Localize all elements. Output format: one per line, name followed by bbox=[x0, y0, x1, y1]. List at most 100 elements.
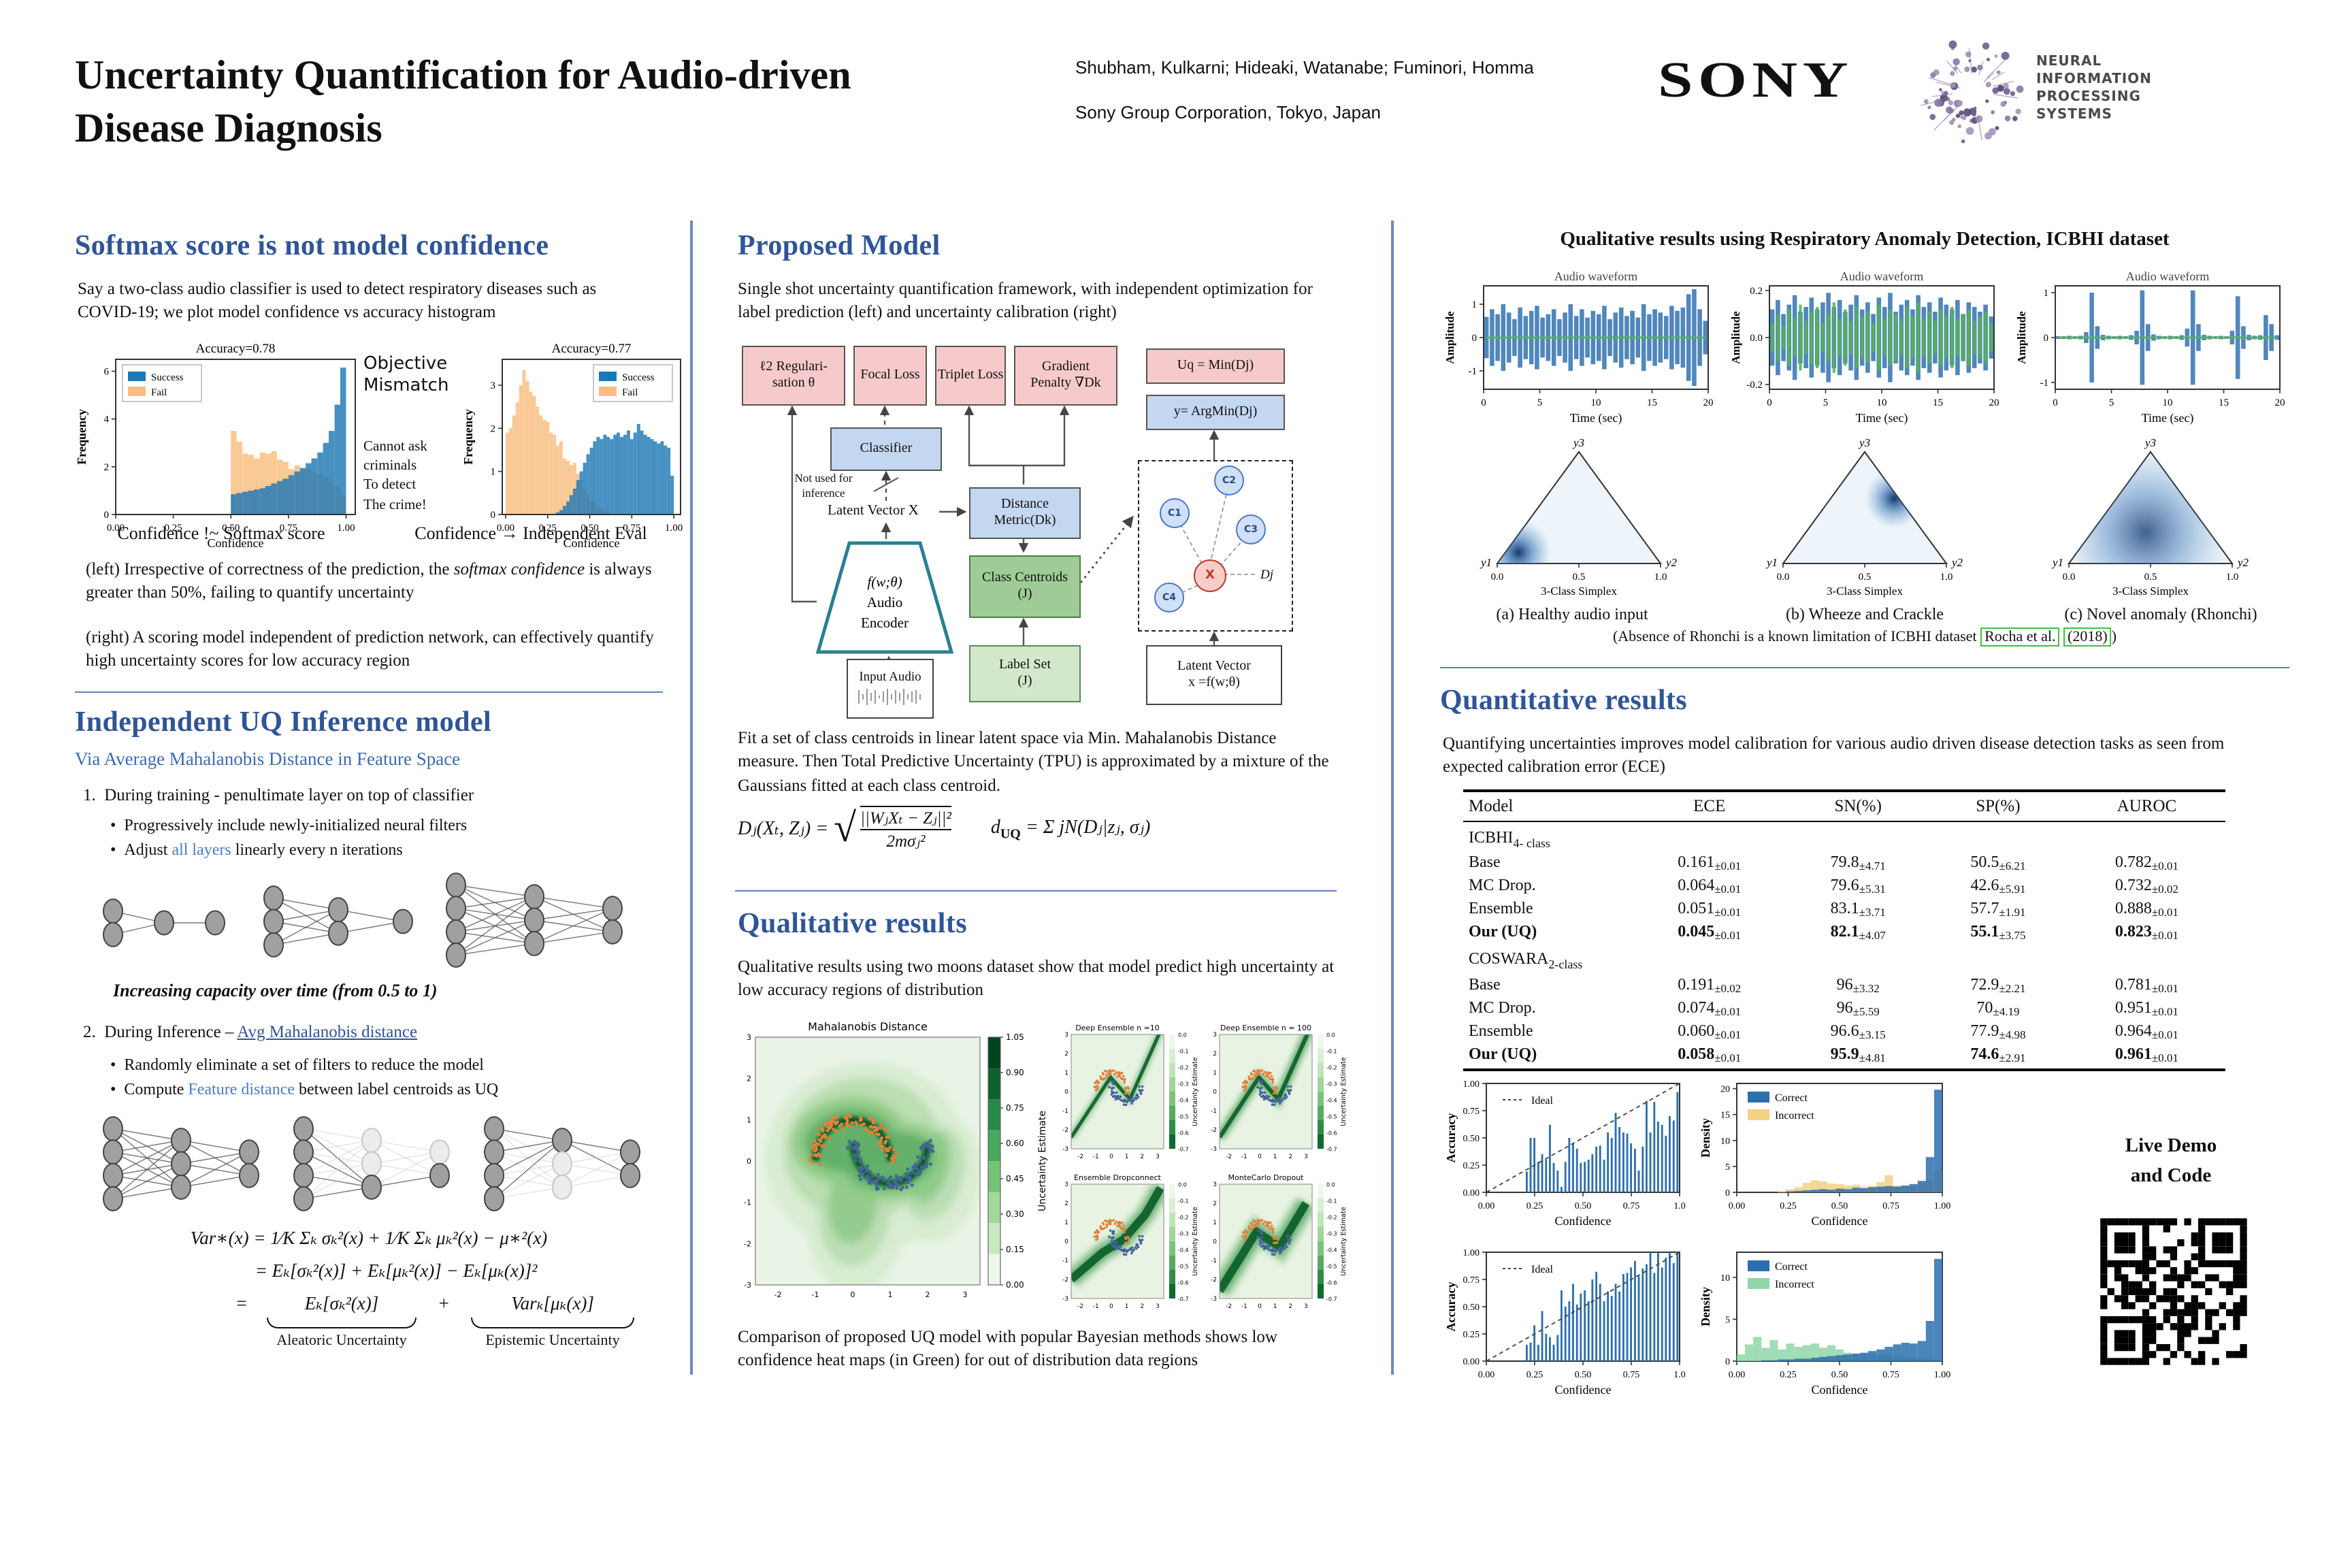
montecarlo-dropout-plot: -2 -1 0 1 2 3 3 2 1 0 -1 -2 -3 MonteCarlo Dropout 0.0 -… bbox=[1205, 1171, 1348, 1323]
svg-text:0: 0 bbox=[1472, 333, 1477, 344]
simplex-healthy: y3 y1 y2 0.0 0.5 1.0 3-Class Simplex bbox=[1443, 433, 1715, 610]
svg-text:Accuracy: Accuracy bbox=[1444, 1113, 1458, 1163]
svg-text:0: 0 bbox=[1213, 1239, 1217, 1245]
network-diagram-medium bbox=[263, 885, 413, 958]
svg-text:0.0: 0.0 bbox=[1178, 1032, 1187, 1039]
svg-text:Accuracy=0.78: Accuracy=0.78 bbox=[196, 342, 276, 356]
svg-text:-0.1: -0.1 bbox=[1178, 1198, 1189, 1205]
svg-text:0.00: 0.00 bbox=[497, 523, 514, 534]
svg-text:0: 0 bbox=[491, 510, 496, 521]
box-gradient-penalty: Gradient Penalty ∇Dk bbox=[1014, 346, 1117, 406]
svg-text:1: 1 bbox=[1273, 1154, 1277, 1160]
svg-text:3: 3 bbox=[1064, 1181, 1068, 1188]
svg-text:Density: Density bbox=[1699, 1287, 1712, 1326]
box-classifier: Classifier bbox=[830, 427, 942, 471]
svg-text:2: 2 bbox=[747, 1075, 751, 1083]
svg-text:10: 10 bbox=[1720, 1273, 1730, 1284]
svg-text:0: 0 bbox=[2053, 397, 2058, 408]
authors-block: Shubham, Kulkarni; Hideaki, Watanabe; Fu… bbox=[1075, 57, 1647, 122]
svg-text:Time (sec): Time (sec) bbox=[1570, 411, 1622, 425]
svg-text:-2: -2 bbox=[774, 1290, 782, 1299]
svg-text:1: 1 bbox=[1064, 1220, 1068, 1226]
svg-text:-3: -3 bbox=[1062, 1296, 1068, 1303]
svg-text:Ideal: Ideal bbox=[1531, 1264, 1554, 1275]
box-uq-min: Uq = Min(Dj) bbox=[1146, 348, 1285, 384]
svg-text:Accuracy=0.77: Accuracy=0.77 bbox=[552, 342, 632, 356]
svg-text:-0.2: -0.2 bbox=[1178, 1065, 1189, 1071]
svg-text:Time (sec): Time (sec) bbox=[1856, 411, 1908, 425]
networks-caption: Increasing capacity over time (from 0.5 … bbox=[113, 980, 438, 1000]
svg-text:y1: y1 bbox=[1765, 556, 1778, 569]
svg-text:0: 0 bbox=[104, 510, 110, 521]
svg-text:5: 5 bbox=[1537, 397, 1543, 408]
results-table: Model ECE SN(%) SP(%) AUROC ICBHI4- class Base… bbox=[1463, 789, 2225, 1071]
svg-text:y2: y2 bbox=[1950, 556, 1963, 569]
svg-text:1: 1 bbox=[1213, 1220, 1217, 1226]
svg-text:0: 0 bbox=[2044, 333, 2049, 344]
svg-text:-0.2: -0.2 bbox=[1178, 1215, 1189, 1221]
svg-text:0.50: 0.50 bbox=[1575, 1201, 1592, 1211]
list-item-2: 2. During Inference – Avg Mahalanobis di… bbox=[83, 1022, 418, 1041]
svg-text:Uncertainty Estimate: Uncertainty Estimate bbox=[1192, 1057, 1199, 1126]
svg-text:INFORMATION: INFORMATION bbox=[2036, 70, 2152, 86]
box-distance-metric: Distance Metric(Dk) bbox=[969, 487, 1081, 539]
audio-waveform-rhonchi: 0 5 10 15 20 1 0 -1 Time (sec) Amplitude Audio wav… bbox=[2014, 267, 2287, 434]
svg-text:-0.1: -0.1 bbox=[1326, 1049, 1337, 1055]
svg-text:Uncertainty Estimate: Uncertainty Estimate bbox=[1340, 1057, 1348, 1126]
svg-text:-3: -3 bbox=[1211, 1296, 1217, 1303]
svg-text:1: 1 bbox=[888, 1290, 893, 1299]
svg-text:-1: -1 bbox=[2040, 378, 2049, 389]
svg-text:1.00: 1.00 bbox=[665, 523, 683, 534]
svg-text:-1: -1 bbox=[1062, 1108, 1068, 1115]
citation-highlight-2: (2018) bbox=[2063, 627, 2112, 647]
svg-text:0.75: 0.75 bbox=[1623, 1201, 1640, 1211]
radical-sign: √ bbox=[834, 806, 857, 851]
svg-text:-2: -2 bbox=[1226, 1303, 1232, 1310]
svg-text:-0.7: -0.7 bbox=[1178, 1296, 1189, 1303]
svg-text:0.00: 0.00 bbox=[1006, 1280, 1024, 1290]
poster-title-line2: Disease Diagnosis bbox=[75, 106, 382, 151]
svg-text:Audio waveform: Audio waveform bbox=[1840, 270, 1923, 283]
svg-text:0.0: 0.0 bbox=[1750, 333, 1763, 344]
svg-text:-2: -2 bbox=[1211, 1277, 1217, 1284]
svg-text:-1: -1 bbox=[1241, 1154, 1247, 1160]
svg-text:3: 3 bbox=[491, 380, 496, 391]
box-l2-regularisation: ℓ2 Regulari-sation θ bbox=[742, 346, 845, 406]
svg-text:0.5: 0.5 bbox=[1859, 572, 1872, 583]
svg-text:0: 0 bbox=[1767, 397, 1772, 408]
box-class-centroids: Class Centroids (J) bbox=[969, 555, 1081, 618]
svg-text:5: 5 bbox=[2109, 397, 2114, 408]
svg-text:0.25: 0.25 bbox=[1526, 1370, 1544, 1380]
svg-text:Amplitude: Amplitude bbox=[2015, 311, 2028, 364]
svg-text:1.00: 1.00 bbox=[1934, 1201, 1950, 1211]
svg-text:2: 2 bbox=[1064, 1200, 1068, 1207]
density-plot-2: 0.00 0.25 0.50 0.75 1.00 0 5 10 Confidence Densit… bbox=[1699, 1241, 1950, 1409]
svg-text:10: 10 bbox=[1877, 397, 1887, 408]
svg-text:-0.6: -0.6 bbox=[1178, 1130, 1189, 1137]
svg-text:0.75: 0.75 bbox=[1882, 1201, 1899, 1211]
section-title-uq-inference: Independent UQ Inference model bbox=[75, 705, 492, 738]
svg-text:3: 3 bbox=[1156, 1303, 1160, 1310]
bullet-1a: • Progressively include newly-initialize… bbox=[110, 815, 468, 834]
svg-text:0.50: 0.50 bbox=[1831, 1201, 1848, 1211]
density-plot-1: 0.00 0.25 0.50 0.75 1.00 0 5 10 15 20 Confidence De… bbox=[1699, 1073, 1950, 1240]
svg-text:0.25: 0.25 bbox=[164, 523, 182, 534]
svg-text:Amplitude: Amplitude bbox=[1443, 311, 1456, 364]
svg-text:-0.6: -0.6 bbox=[1178, 1280, 1189, 1286]
svg-text:1.00: 1.00 bbox=[337, 523, 355, 534]
svg-text:-1: -1 bbox=[1211, 1258, 1217, 1264]
svg-text:0.00: 0.00 bbox=[1478, 1370, 1495, 1380]
svg-text:5: 5 bbox=[1725, 1315, 1730, 1325]
column-divider-right bbox=[1391, 220, 1394, 1375]
audio-waveform-wheeze: 0 5 10 15 20 0.2 0.0 -0.2 Time (sec) Amplitude Aud… bbox=[1729, 267, 2001, 434]
column-divider-left bbox=[690, 220, 693, 1375]
svg-text:Correct: Correct bbox=[1775, 1261, 1808, 1273]
citation-highlight-1: Rocha et al. bbox=[1980, 627, 2060, 647]
svg-text:1.05: 1.05 bbox=[1006, 1032, 1024, 1042]
svg-text:Encoder: Encoder bbox=[861, 615, 909, 631]
svg-text:0.00: 0.00 bbox=[1729, 1201, 1746, 1211]
svg-text:2: 2 bbox=[491, 423, 496, 434]
svg-text:4: 4 bbox=[104, 414, 110, 425]
svg-text:2: 2 bbox=[1288, 1303, 1292, 1310]
